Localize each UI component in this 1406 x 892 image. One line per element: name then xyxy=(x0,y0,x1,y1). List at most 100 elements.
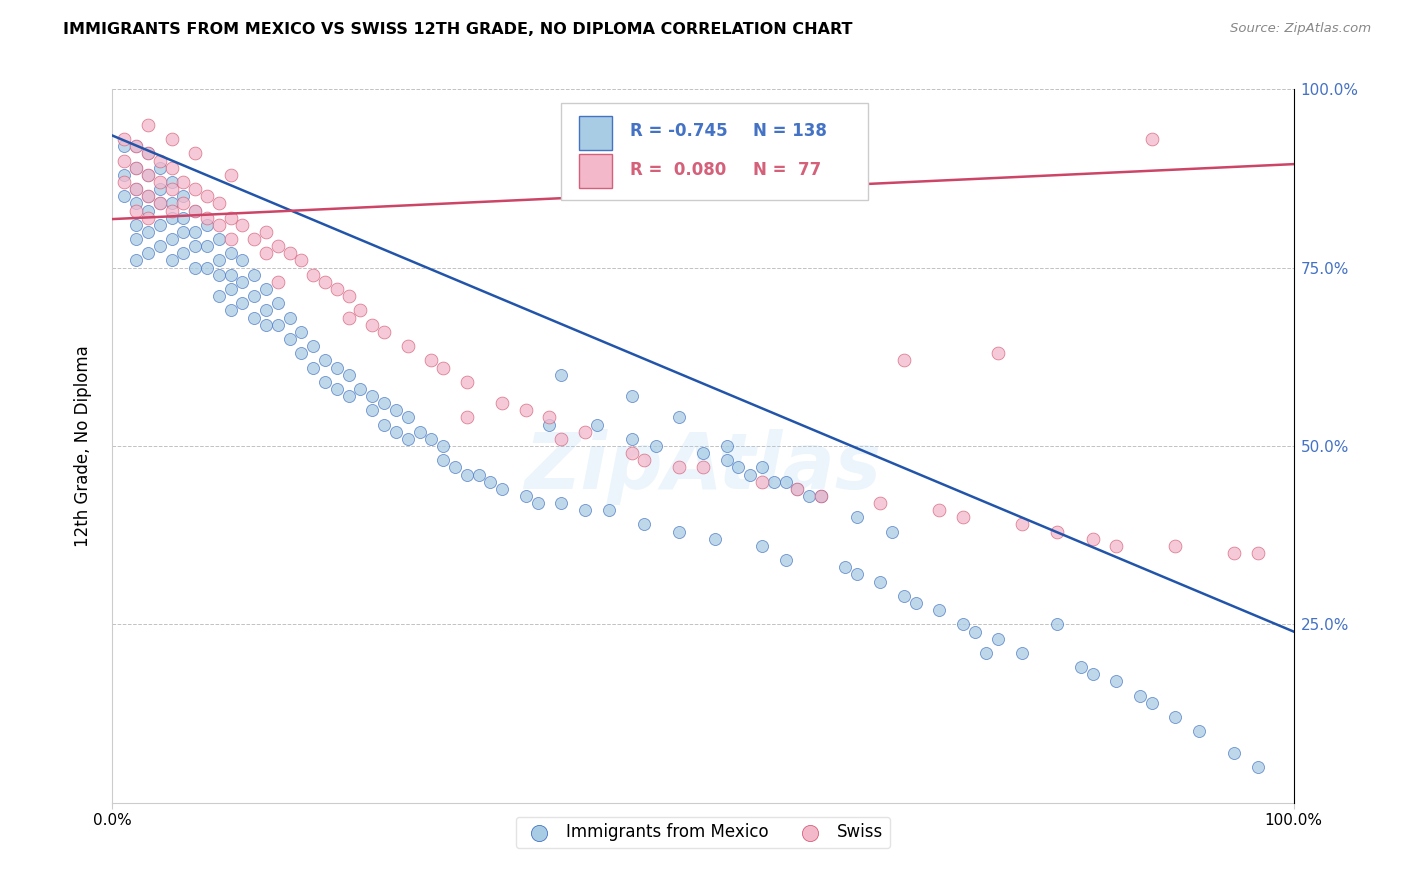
Point xyxy=(633,517,655,532)
Point xyxy=(491,482,513,496)
Point xyxy=(254,318,277,332)
Legend: Immigrants from Mexico, Swiss: Immigrants from Mexico, Swiss xyxy=(516,817,890,848)
Point xyxy=(786,482,808,496)
Point xyxy=(337,368,360,382)
Point xyxy=(184,203,207,218)
Point xyxy=(125,196,148,211)
Point xyxy=(703,532,725,546)
Point xyxy=(267,275,290,289)
Point xyxy=(231,296,253,310)
Point xyxy=(987,346,1010,360)
Point xyxy=(727,460,749,475)
Point xyxy=(231,275,253,289)
Point xyxy=(432,439,454,453)
Point xyxy=(585,417,607,432)
Point xyxy=(112,189,135,203)
Point xyxy=(893,589,915,603)
Point xyxy=(136,146,159,161)
Point xyxy=(1140,696,1163,710)
Point xyxy=(290,253,312,268)
Point xyxy=(195,260,218,275)
Point xyxy=(337,389,360,403)
Point xyxy=(396,432,419,446)
Point xyxy=(208,268,231,282)
Point xyxy=(420,432,443,446)
Point xyxy=(1140,132,1163,146)
Point xyxy=(987,632,1010,646)
Point xyxy=(208,196,231,211)
Point xyxy=(136,146,159,161)
Point xyxy=(869,574,891,589)
FancyBboxPatch shape xyxy=(579,154,612,187)
Point xyxy=(810,489,832,503)
Point xyxy=(621,389,644,403)
Point xyxy=(1011,517,1033,532)
Point xyxy=(125,161,148,175)
Point xyxy=(751,475,773,489)
Point xyxy=(184,182,207,196)
Point xyxy=(692,460,714,475)
Point xyxy=(668,460,690,475)
Point xyxy=(208,253,231,268)
Text: R =  0.080: R = 0.080 xyxy=(630,161,725,178)
Point xyxy=(1081,532,1104,546)
Point xyxy=(136,211,159,225)
Point xyxy=(1164,710,1187,724)
Point xyxy=(337,289,360,303)
Point xyxy=(432,360,454,375)
Point xyxy=(149,196,172,211)
Point xyxy=(786,482,808,496)
FancyBboxPatch shape xyxy=(579,117,612,150)
Point xyxy=(136,168,159,182)
Point xyxy=(278,332,301,346)
Point xyxy=(125,139,148,153)
Point xyxy=(231,253,253,268)
Point xyxy=(373,325,395,339)
Point xyxy=(314,275,336,289)
Point xyxy=(231,218,253,232)
Point xyxy=(219,282,242,296)
Point xyxy=(692,446,714,460)
Point xyxy=(810,489,832,503)
Point xyxy=(254,303,277,318)
Point xyxy=(1105,674,1128,689)
Point xyxy=(243,310,266,325)
Point xyxy=(149,175,172,189)
Point xyxy=(172,175,194,189)
Point xyxy=(184,225,207,239)
Point xyxy=(136,189,159,203)
Point xyxy=(385,425,408,439)
Point xyxy=(267,296,290,310)
Point xyxy=(373,417,395,432)
Point xyxy=(149,182,172,196)
Point xyxy=(538,417,561,432)
Point xyxy=(1223,746,1246,760)
Point xyxy=(1011,646,1033,660)
Point xyxy=(740,467,762,482)
Point xyxy=(1046,524,1069,539)
Point xyxy=(136,246,159,260)
Point xyxy=(467,467,489,482)
Point xyxy=(976,646,998,660)
Point xyxy=(149,161,172,175)
Point xyxy=(254,225,277,239)
Point xyxy=(810,489,832,503)
Point xyxy=(314,353,336,368)
Point xyxy=(160,175,183,189)
Point xyxy=(893,353,915,368)
Point xyxy=(326,360,349,375)
Point xyxy=(267,318,290,332)
Point xyxy=(172,189,194,203)
Point xyxy=(160,161,183,175)
Point xyxy=(112,153,135,168)
Point xyxy=(302,360,325,375)
Point xyxy=(172,196,194,211)
Point xyxy=(112,132,135,146)
Text: Source: ZipAtlas.com: Source: ZipAtlas.com xyxy=(1230,22,1371,36)
Text: N = 138: N = 138 xyxy=(752,121,827,139)
Point xyxy=(219,268,242,282)
Point xyxy=(385,403,408,417)
Point xyxy=(112,139,135,153)
Point xyxy=(762,475,785,489)
Point xyxy=(479,475,502,489)
